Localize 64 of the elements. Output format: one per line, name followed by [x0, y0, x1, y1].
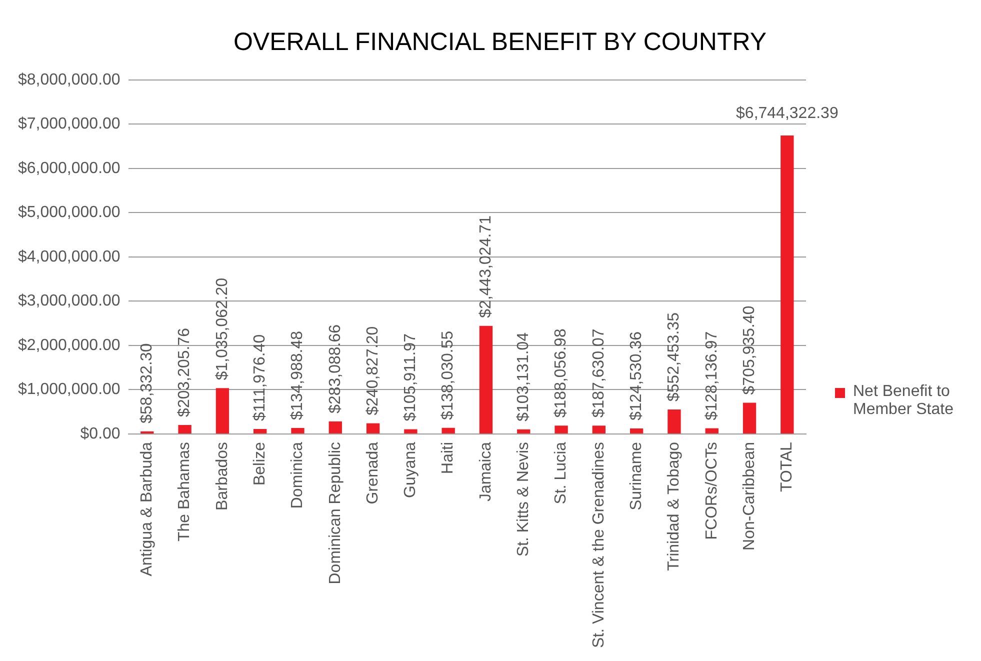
data-label: $283,088.66 — [326, 324, 344, 414]
data-label: $124,530.36 — [628, 331, 645, 420]
x-tick-label: Grenada — [364, 442, 382, 504]
x-tick-label: Dominican Republic — [326, 442, 344, 584]
data-label: $134,988.48 — [289, 330, 306, 420]
x-tick-label: Trinidad & Tobago — [666, 442, 683, 571]
data-label: $240,827.20 — [364, 326, 382, 416]
bar — [178, 424, 192, 434]
bar — [254, 428, 267, 434]
x-tick-label: Barbados — [214, 442, 231, 510]
bar — [705, 428, 718, 434]
x-tick-label: Jamaica — [477, 442, 494, 502]
x-tick-label: St. Vincent & the Grenadines — [590, 442, 608, 648]
bar — [517, 429, 530, 434]
data-label: $2,443,024.71 — [477, 215, 494, 318]
bar — [291, 428, 304, 434]
x-tick-label: Guyana — [402, 442, 420, 498]
x-tick-label: Haiti — [440, 442, 457, 474]
y-tick-label: $0.00 — [80, 425, 120, 442]
data-label: $705,935.40 — [740, 306, 758, 395]
data-label: $128,136.97 — [703, 331, 720, 420]
y-tick-label: $6,000,000.00 — [18, 160, 120, 177]
x-tick-label: Antigua & Barbuda — [138, 442, 156, 576]
x-tick-label: The Bahamas — [176, 442, 194, 542]
x-tick-label: St. Lucia — [552, 442, 570, 504]
bar — [442, 428, 455, 434]
data-label: $111,976.40 — [252, 334, 268, 421]
y-tick-label: $2,000,000.00 — [18, 336, 120, 354]
y-tick-label: $4,000,000.00 — [18, 248, 120, 266]
bar — [479, 326, 493, 434]
data-label: $6,744,322.39 — [736, 104, 838, 122]
bar — [366, 423, 380, 434]
chart-title: OVERALL FINANCIAL BENEFIT BY COUNTRY — [232, 28, 768, 57]
bar — [404, 429, 418, 434]
x-tick-label: TOTAL — [778, 442, 796, 492]
x-tick-label: FCORs/OCTs — [703, 442, 720, 540]
bar — [630, 428, 644, 434]
data-label: $552,453.35 — [666, 312, 683, 402]
data-label: $188,056.98 — [552, 328, 570, 418]
data-label: $103,131.04 — [515, 332, 532, 422]
y-tick-label: $7,000,000.00 — [18, 116, 120, 133]
bar — [328, 421, 342, 434]
x-tick-label: Dominica — [289, 442, 306, 509]
bar — [668, 410, 681, 434]
data-label: $1,035,062.20 — [214, 278, 231, 380]
bar — [216, 388, 230, 434]
x-tick-label: Non-Caribbean — [740, 442, 758, 550]
data-label: $138,030.55 — [440, 330, 457, 420]
x-tick-label: Belize — [252, 442, 268, 486]
y-tick-label: $5,000,000.00 — [18, 204, 120, 222]
data-label: $58,332.30 — [138, 343, 156, 424]
x-tick-label: Suriname — [628, 442, 645, 510]
y-tick-label: $3,000,000.00 — [18, 292, 120, 310]
bar — [554, 426, 568, 434]
bar — [592, 426, 606, 434]
data-label: $105,911.97 — [402, 333, 420, 422]
bar — [780, 136, 794, 434]
y-tick-label: $1,000,000.00 — [18, 381, 120, 398]
data-label: $187,630.07 — [590, 328, 608, 418]
x-tick-label: St. Kitts & Nevis — [515, 442, 532, 557]
legend-label: Net Benefit to Member State — [853, 383, 954, 419]
bar — [742, 402, 756, 434]
data-label: $203,205.76 — [176, 328, 194, 417]
y-tick-label: $8,000,000.00 — [18, 71, 120, 88]
